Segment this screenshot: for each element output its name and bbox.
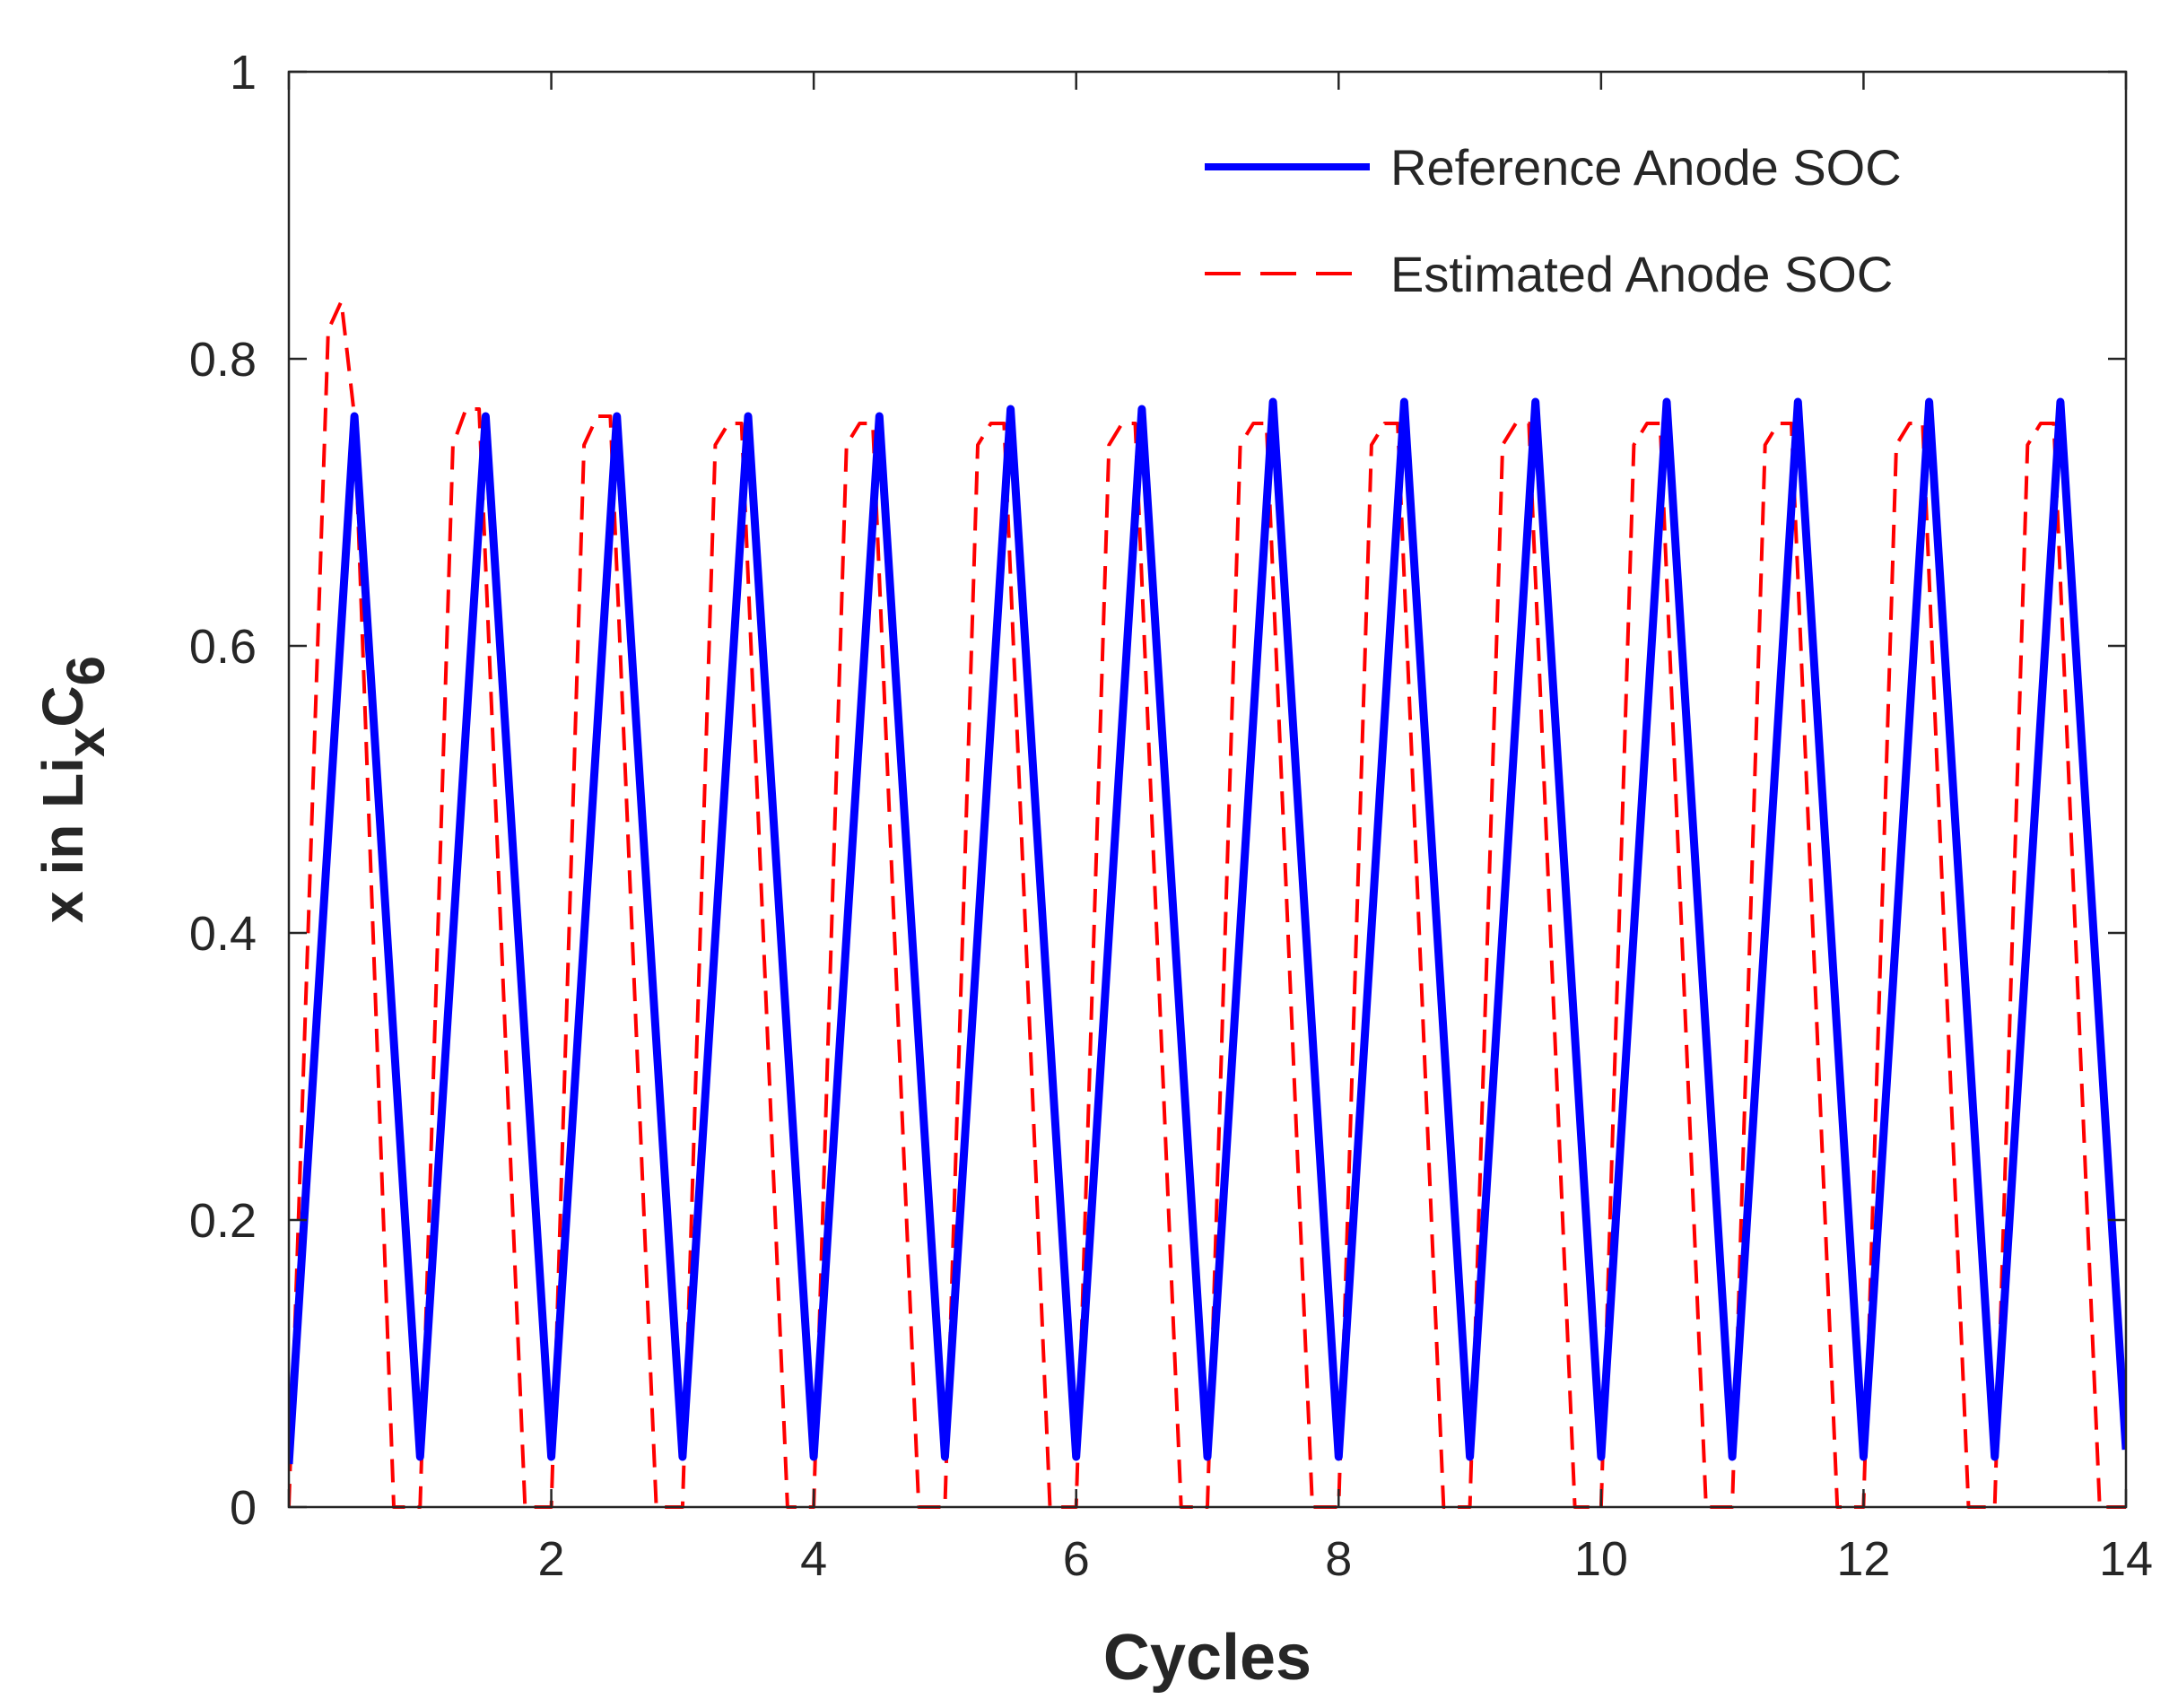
- x-tick-label: 12: [1836, 1532, 1890, 1586]
- y-axis-title-sub1: x: [56, 728, 116, 757]
- y-axis-title-main: x in Li: [30, 757, 95, 923]
- x-tick-label: 6: [1063, 1532, 1090, 1586]
- y-tick-label: 0.4: [189, 907, 257, 961]
- x-tick-label: 2: [538, 1532, 565, 1586]
- y-tick-label: 1: [230, 46, 257, 100]
- series-line-estimated: [289, 300, 2126, 1509]
- y-tick-label: 0: [230, 1481, 257, 1535]
- plot-area: [289, 300, 2126, 1509]
- y-axis-title-mid: C: [30, 685, 95, 727]
- x-tick-label: 10: [1574, 1532, 1628, 1586]
- axes-box: [287, 70, 2128, 1509]
- x-tick-label: 4: [800, 1532, 827, 1586]
- y-tick-label: 0.8: [189, 333, 257, 387]
- series-line-reference: [289, 397, 2126, 1465]
- legend-label: Estimated Anode SOC: [1390, 246, 1893, 302]
- legend: Reference Anode SOC Estimated Anode SOC: [1205, 139, 1902, 302]
- y-tick-label: 0.2: [189, 1194, 257, 1248]
- legend-entry-reference: Reference Anode SOC: [1205, 139, 1902, 196]
- legend-label: Reference Anode SOC: [1390, 139, 1902, 196]
- legend-entry-estimated: Estimated Anode SOC: [1205, 246, 1893, 302]
- x-tick-label: 14: [2099, 1532, 2153, 1586]
- y-tick-label: 0.6: [189, 620, 257, 674]
- y-axis-title-sub2: 6: [56, 656, 116, 685]
- x-tick-label: 8: [1325, 1532, 1352, 1586]
- x-axis-title: Cycles: [1103, 1622, 1311, 1694]
- axes: [287, 70, 2128, 1509]
- y-axis-title: x in LixC6: [30, 656, 116, 923]
